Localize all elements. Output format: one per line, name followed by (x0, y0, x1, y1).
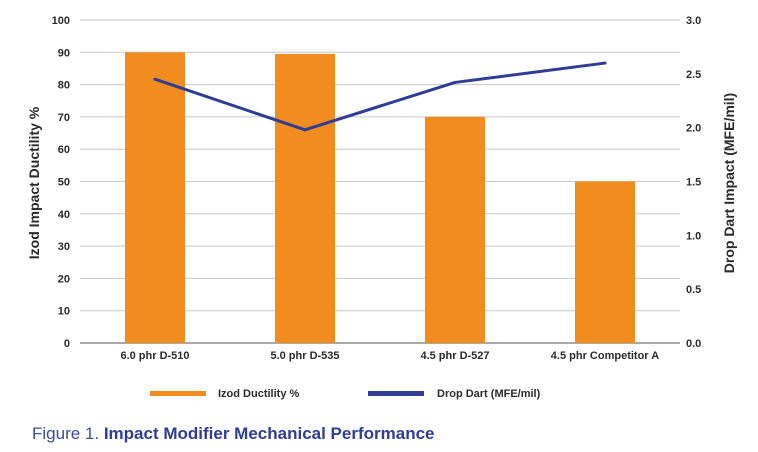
legend-swatch-line (368, 391, 424, 396)
bar (425, 116, 485, 344)
bar-series (125, 52, 635, 344)
legend: Izod Ductility % Drop Dart (MFE/mil) (150, 388, 541, 400)
right-tick-label: 2.0 (686, 123, 701, 135)
left-tick-label: 70 (58, 112, 70, 124)
right-tick-label: 2.5 (686, 69, 701, 81)
category-labels: 6.0 phr D-510 5.0 phr D-535 4.5 phr D-527 4… (120, 350, 659, 362)
left-tick-label: 50 (58, 177, 70, 189)
line-point (303, 128, 307, 132)
line-point (153, 77, 157, 81)
caption-title: Impact Modifier Mechanical Performance (103, 424, 435, 443)
right-axis-ticks: 0.0 0.5 1.0 1.5 2.0 2.5 3.0 (686, 15, 701, 350)
caption-prefix: Figure 1. (32, 424, 100, 443)
category-label: 4.5 phr Competitor A (551, 350, 659, 362)
line-series (153, 61, 607, 132)
legend-label-bar: Izod Ductility % (218, 388, 300, 400)
category-label: 5.0 phr D-535 (270, 350, 339, 362)
right-tick-label: 3.0 (686, 15, 701, 27)
line-point (453, 80, 457, 84)
bar (125, 52, 185, 344)
category-label: 6.0 phr D-510 (120, 350, 189, 362)
left-tick-label: 40 (58, 209, 70, 221)
right-axis-title: Drop Dart Impact (MFE/mil) (721, 93, 737, 273)
left-tick-label: 90 (58, 47, 70, 59)
right-tick-label: 1.0 (686, 230, 701, 242)
right-tick-label: 1.5 (686, 177, 701, 189)
left-tick-label: 10 (58, 306, 70, 318)
left-tick-label: 30 (58, 241, 70, 253)
left-tick-label: 60 (58, 144, 70, 156)
left-axis-title: Izod Impact Ductility % (26, 106, 42, 259)
left-tick-label: 100 (52, 15, 70, 27)
figure-caption: Figure 1. Impact Modifier Mechanical Per… (32, 424, 434, 444)
drop-dart-line (154, 61, 606, 132)
left-tick-label: 0 (64, 338, 70, 350)
left-axis-ticks: 0 10 20 30 40 50 60 70 80 90 100 (52, 15, 70, 350)
right-tick-label: 0.0 (686, 338, 701, 350)
legend-label-line: Drop Dart (MFE/mil) (437, 388, 541, 400)
left-tick-label: 20 (58, 273, 70, 285)
legend-swatch-bar (150, 391, 206, 396)
left-tick-label: 80 (58, 80, 70, 92)
category-label: 4.5 phr D-527 (420, 350, 489, 362)
line-point (603, 61, 607, 65)
right-tick-label: 0.5 (686, 284, 701, 296)
bar (275, 53, 335, 343)
bar (575, 181, 635, 343)
